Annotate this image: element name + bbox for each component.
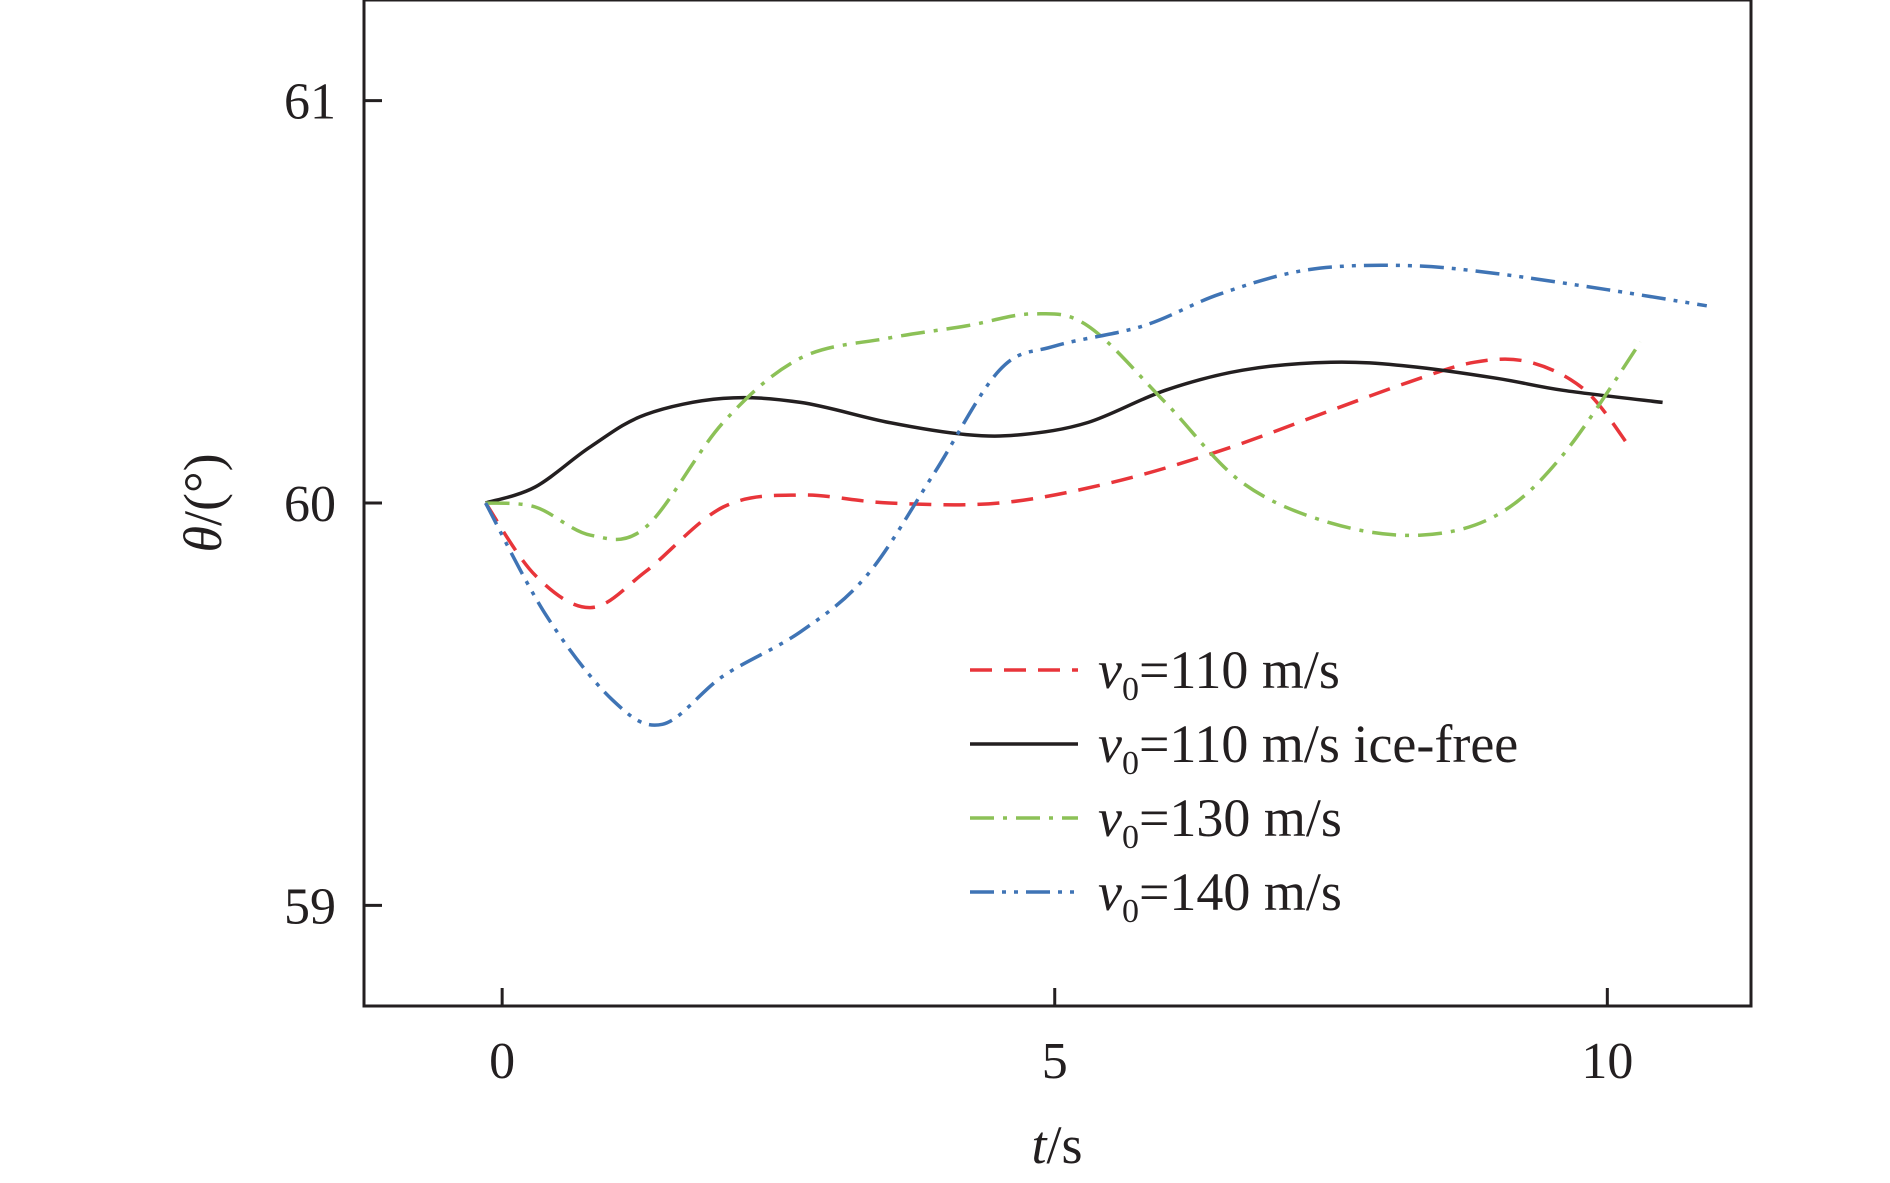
x-axis-title-symbol: t <box>1031 1115 1048 1175</box>
y-axis-title-unit: /(°) <box>173 453 233 526</box>
x-axis-title-unit: /s <box>1046 1115 1082 1175</box>
y-axis-title-symbol: θ <box>173 526 233 553</box>
legend-label-2: v0=110 m/s ice-free <box>1098 714 1518 782</box>
series-line-3 <box>485 311 1642 542</box>
y-tick-label: 59 <box>284 878 336 935</box>
plot-frame <box>362 0 1753 1008</box>
legend-label-4: v0=140 m/s <box>1098 862 1342 930</box>
y-axis-title: θ/(°) <box>173 453 233 552</box>
y-tick-label: 60 <box>284 476 336 533</box>
x-axis-ticks: 0 5 10 <box>489 988 1633 1090</box>
x-tick-label: 0 <box>489 1033 515 1090</box>
series-line-4 <box>484 263 1708 727</box>
x-tick-label: 10 <box>1581 1033 1633 1090</box>
y-tick-label: 61 <box>284 74 336 131</box>
series-layer <box>484 263 1708 727</box>
series-line-2 <box>485 360 1663 505</box>
x-axis-title: t/s <box>1031 1115 1082 1175</box>
legend-label-1: v0=110 m/s <box>1098 640 1340 708</box>
series-line-1 <box>484 357 1631 610</box>
y-axis-ticks: 59 60 61 <box>284 74 382 935</box>
legend-label-3: v0=130 m/s <box>1098 788 1342 856</box>
x-tick-label: 5 <box>1042 1033 1068 1090</box>
